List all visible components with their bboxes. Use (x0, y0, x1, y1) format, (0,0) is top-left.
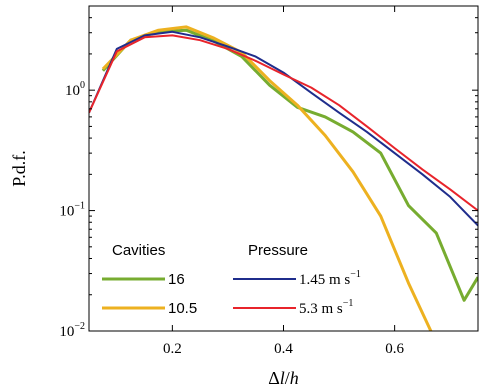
legend-label-1-45: 1.45 m s−1 (299, 269, 361, 288)
legend-header-pressure: Pressure (248, 242, 308, 259)
series-line-2 (89, 30, 478, 227)
legend-label-10-5: 10.5 (168, 300, 197, 317)
y-axis-label: P.d.f. (9, 150, 29, 187)
series-line-0 (101, 28, 478, 302)
legend-header-cavities: Cavities (112, 242, 165, 259)
x-axis-label: Δl/h (268, 368, 299, 388)
y-tick-label: 100 (65, 80, 85, 99)
x-tick-label: 0.2 (163, 341, 182, 357)
legend-label-5-3: 5.3 m s−1 (299, 298, 353, 317)
x-tick-label: 0.4 (274, 341, 293, 357)
x-tick-label: 0.6 (385, 341, 404, 357)
legend: Cavities Pressure 16 10.5 1.45 m s−1 5.3… (102, 242, 361, 317)
series-layer (89, 25, 478, 331)
y-tick-label: 10−1 (59, 201, 85, 220)
series-line-1 (101, 25, 433, 331)
y-tick-label: 10−2 (59, 321, 85, 340)
legend-label-16: 16 (168, 271, 185, 288)
ticks-layer: 0.2 0.4 0.6 100 10−1 10−2 (59, 5, 478, 357)
series-line-3 (89, 34, 478, 212)
